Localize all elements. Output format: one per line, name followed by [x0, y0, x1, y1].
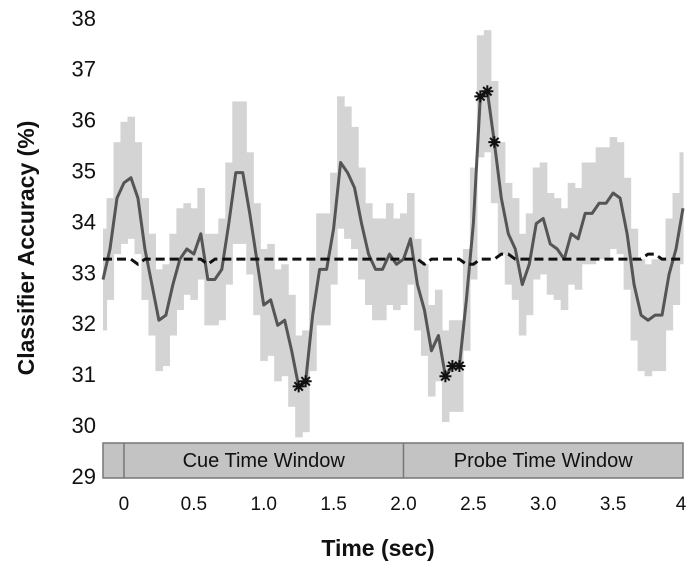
y-tick-label: 33	[72, 260, 96, 285]
y-tick-label: 34	[72, 209, 96, 234]
significance-marker	[453, 360, 466, 373]
x-tick-label: 1.0	[251, 494, 277, 515]
window-bar	[102, 442, 684, 479]
y-tick-label: 29	[72, 464, 96, 489]
significance-marker	[481, 85, 494, 98]
x-tick-label: 0	[119, 494, 130, 515]
y-axis-title: Classifier Accuracy (%)	[13, 121, 39, 376]
error-band	[103, 30, 684, 438]
significance-marker	[299, 375, 312, 388]
significance-marker	[488, 136, 501, 149]
window-label: Probe Time Window	[454, 450, 634, 472]
y-tick-label: 38	[72, 6, 96, 31]
y-tick-label: 31	[72, 362, 96, 387]
y-tick-label: 30	[72, 413, 96, 438]
y-tick-label: 35	[72, 158, 96, 183]
x-tick-label: 2.0	[390, 494, 416, 515]
error-band-segment	[103, 228, 108, 331]
significance-marker	[439, 370, 452, 383]
x-axis-title: Time (sec)	[321, 535, 434, 561]
chance-line	[103, 252, 683, 266]
y-tick-label: 36	[72, 108, 96, 133]
y-tick-label: 37	[72, 57, 96, 82]
x-tick-label: 1.5	[320, 494, 346, 515]
x-tick-label: 3.5	[600, 494, 626, 515]
significance-marker	[446, 360, 459, 373]
x-tick-label: 3.0	[530, 494, 556, 515]
x-tick-label: 4	[676, 494, 687, 515]
significance-marker	[292, 380, 305, 393]
x-tick-label: 2.5	[460, 494, 486, 515]
x-tick-label: 0.5	[181, 494, 207, 515]
window-label: Cue Time Window	[183, 450, 346, 472]
significance-marker	[474, 90, 487, 103]
y-tick-label: 32	[72, 311, 96, 336]
